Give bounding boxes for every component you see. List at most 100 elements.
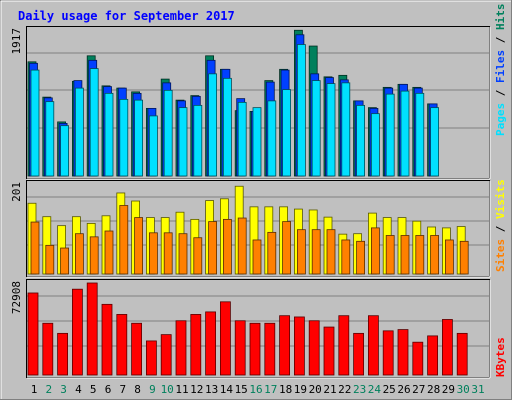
max-label-visits: 201 [10, 182, 23, 202]
bar-sites-day-7 [119, 205, 129, 275]
bar-pages-day-19 [296, 44, 306, 177]
bar-kbytes-day-29 [441, 319, 453, 376]
bar-pages-day-8 [134, 99, 144, 177]
bar-pages-day-28 [430, 107, 440, 177]
bar-sites-day-23 [356, 240, 366, 275]
bar-sites-day-28 [430, 235, 440, 275]
bar-sites-day-14 [222, 218, 232, 275]
day-label-28: 28 [427, 383, 440, 396]
bar-pages-day-13 [208, 73, 218, 177]
bar-pages-day-18 [282, 89, 292, 177]
bar-kbytes-day-30 [456, 332, 468, 376]
bar-kbytes-day-16 [249, 322, 261, 376]
day-label-7: 7 [119, 383, 126, 396]
svg-text:KBytes: KBytes [494, 337, 507, 377]
max-label-kbytes: 72908 [10, 281, 23, 314]
legend-visits-sites: Sites / Visits [494, 179, 507, 272]
bar-pages-day-6 [104, 92, 114, 177]
bar-kbytes-day-5 [86, 282, 98, 376]
bar-sites-day-11 [178, 233, 188, 275]
bar-sites-day-26 [400, 235, 410, 275]
day-label-10: 10 [161, 383, 174, 396]
bar-kbytes-day-11 [175, 320, 187, 376]
legend-hits: Hits [494, 4, 507, 31]
bar-pages-day-5 [89, 68, 99, 177]
visits-sites-panel [26, 180, 491, 278]
bar-pages-day-14 [222, 77, 232, 177]
bar-pages-day-11 [178, 107, 188, 177]
hits-files-pages-panel [26, 26, 491, 180]
day-label-16: 16 [249, 383, 262, 396]
bar-sites-day-8 [134, 217, 144, 275]
bar-sites-day-6 [104, 230, 114, 275]
bar-sites-day-3 [60, 247, 69, 275]
day-label-4: 4 [75, 383, 82, 396]
day-axis-labels: 1 2 3 4 5 6 7 8 9 10 11 12 13 14 15 16 17 18 19 20 21 22 23 24 2… [31, 383, 485, 396]
bar-pages-day-12 [193, 104, 203, 177]
day-label-9: 9 [149, 383, 156, 396]
legend-separator: / [494, 83, 507, 103]
bar-kbytes-day-25 [382, 330, 394, 376]
day-label-31: 31 [471, 383, 484, 396]
kbytes-panel [26, 279, 491, 379]
bar-pages-day-23 [356, 104, 366, 177]
bar-kbytes-day-4 [72, 288, 83, 376]
bar-pages-day-16 [252, 107, 262, 177]
bar-kbytes-day-14 [219, 301, 231, 376]
bar-pages-day-7 [119, 98, 129, 177]
day-label-18: 18 [279, 383, 292, 396]
bar-pages-day-17 [267, 100, 277, 177]
day-label-21: 21 [323, 383, 336, 396]
legend-separator: / [494, 219, 507, 239]
bar-sites-day-15 [237, 217, 247, 275]
bar-sites-day-18 [282, 221, 292, 275]
bar-sites-day-16 [252, 239, 262, 275]
bar-kbytes-day-7 [116, 314, 128, 376]
legend-pages: Pages [494, 103, 507, 136]
bar-sites-day-13 [208, 221, 218, 275]
bar-kbytes-day-21 [323, 326, 335, 376]
day-label-22: 22 [338, 383, 351, 396]
bar-kbytes-day-1 [27, 292, 39, 376]
bar-sites-day-9 [148, 232, 158, 275]
bar-kbytes-day-3 [57, 332, 68, 376]
svg-text:Pages / Files / Hits: Pages / Files / Hits [494, 4, 507, 137]
bar-sites-day-12 [193, 237, 203, 275]
day-label-15: 15 [235, 383, 248, 396]
bar-sites-day-2 [45, 244, 55, 275]
bar-pages-day-10 [163, 89, 173, 177]
bar-kbytes-day-27 [412, 341, 424, 376]
day-label-6: 6 [105, 383, 112, 396]
bar-sites-day-10 [163, 232, 173, 275]
bar-sites-day-24 [370, 227, 380, 275]
day-label-1: 1 [31, 383, 38, 396]
bar-pages-day-22 [341, 82, 351, 177]
legend-kbytes: KBytes [494, 337, 507, 377]
bar-pages-day-24 [370, 113, 380, 177]
bar-kbytes-day-13 [205, 311, 217, 376]
bar-pages-day-9 [148, 115, 158, 177]
bar-kbytes-day-18 [279, 315, 291, 376]
bar-pages-day-2 [45, 101, 55, 177]
bar-pages-day-3 [60, 125, 69, 177]
bar-kbytes-day-26 [397, 329, 409, 376]
day-label-20: 20 [309, 383, 322, 396]
day-label-11: 11 [175, 383, 188, 396]
bar-kbytes-day-28 [427, 335, 439, 376]
bar-kbytes-day-22 [338, 315, 350, 376]
bar-kbytes-day-23 [353, 332, 365, 376]
bar-sites-day-25 [385, 235, 395, 275]
bar-pages-day-4 [75, 87, 84, 177]
bar-kbytes-day-6 [101, 303, 113, 376]
legend-kbytes: KBytes [494, 337, 507, 377]
bar-pages-day-20 [311, 80, 321, 177]
bar-sites-day-5 [89, 236, 99, 275]
bar-kbytes-day-9 [145, 340, 157, 376]
bar-sites-day-21 [326, 229, 336, 275]
bar-kbytes-day-24 [367, 315, 379, 376]
day-label-3: 3 [60, 383, 67, 396]
bar-sites-day-29 [444, 239, 454, 275]
bar-sites-day-1 [30, 221, 40, 275]
day-label-25: 25 [383, 383, 396, 396]
legend-sites: Sites [494, 239, 507, 272]
